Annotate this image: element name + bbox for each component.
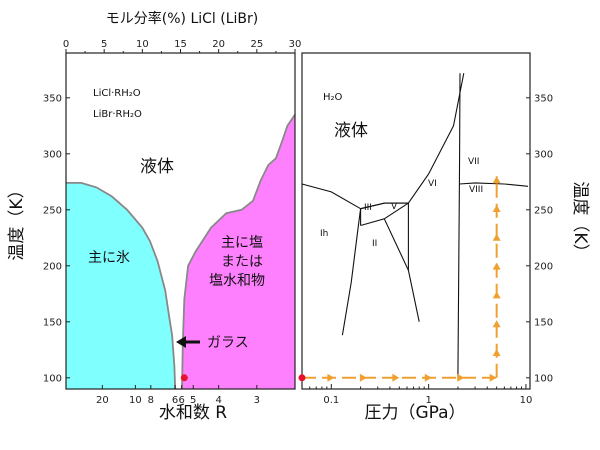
liquid-label-left: 液体 bbox=[140, 157, 174, 177]
bottom-tick-label: 6 bbox=[178, 395, 184, 406]
phase-boundary bbox=[301, 183, 361, 210]
pressure-axis-label: 圧力（GPa） bbox=[364, 403, 465, 423]
pressure-tick-label: 0.1 bbox=[323, 395, 339, 406]
glass-point bbox=[180, 374, 188, 382]
salt-region-label-1: 主に塩 bbox=[221, 235, 263, 251]
liquid-label-right: 液体 bbox=[334, 121, 368, 141]
bottom-axis-ticks: 20 10 8 6 6 5 4 3 bbox=[96, 385, 260, 406]
left-y-tick-label: 300 bbox=[43, 149, 62, 160]
left-y-axis-label: 温度（K） bbox=[7, 181, 27, 260]
right-y-tick-label: 300 bbox=[534, 149, 553, 160]
path-arrowhead bbox=[492, 291, 501, 299]
phase-boundary bbox=[457, 73, 461, 378]
bottom-axis-label: 水和数 R bbox=[159, 403, 227, 423]
path-arrowhead bbox=[489, 373, 497, 382]
path-arrowhead bbox=[392, 373, 400, 382]
path-arrowhead bbox=[424, 373, 432, 382]
phase-boundary bbox=[360, 202, 385, 210]
top-tick-label: 15 bbox=[174, 39, 187, 50]
ice-liquidus-curve bbox=[66, 182, 177, 390]
path-arrowhead bbox=[492, 233, 501, 241]
h2o-title: H₂O bbox=[323, 92, 343, 103]
top-tick-label: 30 bbox=[289, 39, 302, 50]
path-arrowhead bbox=[492, 205, 501, 212]
phase-ii-label: II bbox=[372, 239, 377, 249]
right-y-axis-ticks: 100 150 200 250 300 350 bbox=[526, 93, 553, 384]
top-axis-label: モル分率(%) LiCl (LiBr) bbox=[106, 10, 258, 27]
top-tick-label: 25 bbox=[250, 39, 263, 50]
phase-ih-label: Ih bbox=[320, 229, 328, 239]
phase-boundary bbox=[360, 218, 385, 227]
right-y-tick-label: 200 bbox=[534, 261, 553, 272]
bottom-tick-label: 5 bbox=[190, 395, 196, 406]
phase-boundary bbox=[459, 182, 529, 187]
path-arrowhead bbox=[327, 373, 335, 382]
path-arrowhead bbox=[492, 176, 501, 184]
bottom-tick-label: 4 bbox=[215, 395, 221, 406]
phase-vi-label: VI bbox=[428, 179, 437, 189]
right-y-tick-label: 350 bbox=[534, 93, 553, 104]
licl-phase-diagram: 0 5 10 15 20 25 30 20 10 8 6 6 5 4 3 1001502002503003… bbox=[7, 10, 301, 423]
start-point bbox=[298, 374, 306, 382]
phase-viii-label: VIII bbox=[469, 185, 483, 195]
phase-boundary-lines bbox=[301, 73, 529, 378]
top-tick-label: 0 bbox=[63, 39, 69, 50]
right-y-tick-label: 100 bbox=[534, 373, 553, 384]
glass-arrow-head bbox=[176, 336, 186, 348]
top-axis-ticks: 0 5 10 15 20 25 30 bbox=[63, 39, 302, 53]
top-tick-label: 10 bbox=[136, 39, 149, 50]
left-y-tick-label: 200 bbox=[43, 261, 62, 272]
phase-vii-label: VII bbox=[468, 157, 479, 167]
left-y-tick-label: 150 bbox=[43, 317, 62, 328]
right-y-tick-label: 150 bbox=[534, 317, 553, 328]
left-y-tick-label: 100 bbox=[43, 373, 62, 384]
phase-boundary bbox=[383, 202, 409, 220]
pressure-tick-label: 1 bbox=[425, 395, 431, 406]
salt-region-label-3: 塩水和物 bbox=[209, 273, 265, 289]
right-y-tick-label: 250 bbox=[534, 205, 553, 216]
ice-region-fill bbox=[66, 182, 176, 389]
phase-iii-label: III bbox=[364, 203, 372, 213]
bottom-tick-label: 6 bbox=[172, 395, 178, 406]
left-y-tick-label: 250 bbox=[43, 205, 62, 216]
right-y-axis-label: 温度（K） bbox=[570, 181, 590, 260]
licl-formula-label: LiCl·RH₂O bbox=[93, 88, 141, 99]
phase-boundary bbox=[360, 73, 465, 210]
path-arrowhead bbox=[492, 262, 501, 270]
path-arrowhead bbox=[457, 373, 465, 382]
bottom-tick-label: 10 bbox=[129, 395, 142, 406]
glass-label: ガラス bbox=[207, 335, 249, 351]
phase-v-label: V bbox=[391, 202, 398, 212]
top-tick-label: 5 bbox=[101, 39, 107, 50]
path-arrowhead bbox=[492, 349, 501, 356]
phase-boundary bbox=[341, 208, 362, 336]
pressure-axis-ticks: 0.1 1 10 bbox=[301, 384, 533, 406]
pressure-tick-label: 10 bbox=[520, 395, 533, 406]
libr-formula-label: LiBr·RH₂O bbox=[93, 109, 142, 120]
bottom-tick-label: 3 bbox=[254, 395, 260, 406]
path-arrowhead bbox=[359, 373, 367, 382]
right-plot-frame bbox=[301, 52, 531, 390]
left-y-axis-ticks: 100 150 200 250 300 350 bbox=[43, 93, 70, 384]
pt-path-arrows bbox=[302, 176, 501, 382]
salt-region-fill bbox=[182, 114, 295, 389]
top-tick-label: 20 bbox=[212, 39, 225, 50]
ice-region-label: 主に氷 bbox=[88, 250, 130, 266]
phase-boundary bbox=[407, 270, 420, 322]
left-y-tick-label: 350 bbox=[43, 93, 62, 104]
salt-region-label-2: または bbox=[221, 254, 263, 270]
bottom-tick-label: 8 bbox=[148, 395, 154, 406]
phase-boundary bbox=[383, 218, 409, 271]
path-arrowhead bbox=[492, 320, 501, 328]
bottom-tick-label: 20 bbox=[96, 395, 109, 406]
salt-liquidus-curve bbox=[181, 114, 296, 390]
